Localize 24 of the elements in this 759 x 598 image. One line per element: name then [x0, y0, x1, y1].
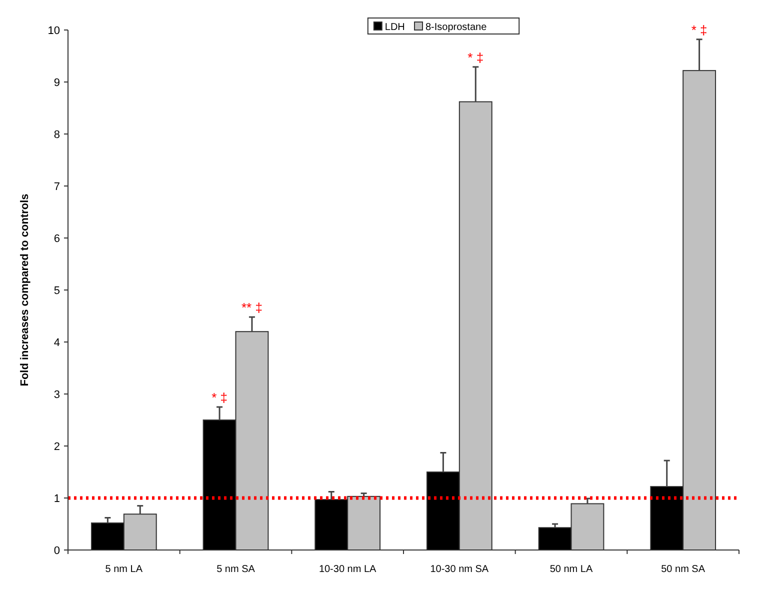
y-tick-label: 5: [54, 284, 60, 297]
x-tick-label: 50 nm SA: [661, 564, 706, 575]
x-tick-label: 5 nm SA: [216, 564, 256, 575]
y-tick-label: 4: [54, 336, 60, 349]
y-tick-label: 2: [54, 440, 60, 453]
y-tick-label: 0: [54, 544, 60, 557]
y-tick-label: 8: [54, 128, 60, 141]
y-tick-label: 9: [54, 76, 60, 89]
y-axis-title: Fold increases compared to controls: [19, 194, 31, 386]
x-tick-label: 10-30 nm SA: [430, 564, 489, 575]
y-tick-label: 6: [54, 232, 60, 245]
y-tick-label: 1: [54, 492, 60, 505]
data-label: * ‡: [212, 390, 228, 405]
legend-label: LDH: [384, 22, 405, 33]
y-tick-label: 10: [48, 24, 60, 37]
x-tick-label: 50 nm LA: [550, 564, 593, 575]
data-label: ** ‡: [241, 300, 262, 316]
x-tick-label: 5 nm LA: [105, 564, 143, 575]
x-tick-label: 10-30 nm LA: [318, 564, 377, 575]
y-tick-label: 3: [54, 388, 60, 401]
data-label: * ‡: [691, 22, 708, 38]
legend-label: 8-Isoprostane: [426, 22, 488, 33]
data-label: * ‡: [468, 50, 484, 65]
y-tick-label: 7: [54, 180, 60, 193]
